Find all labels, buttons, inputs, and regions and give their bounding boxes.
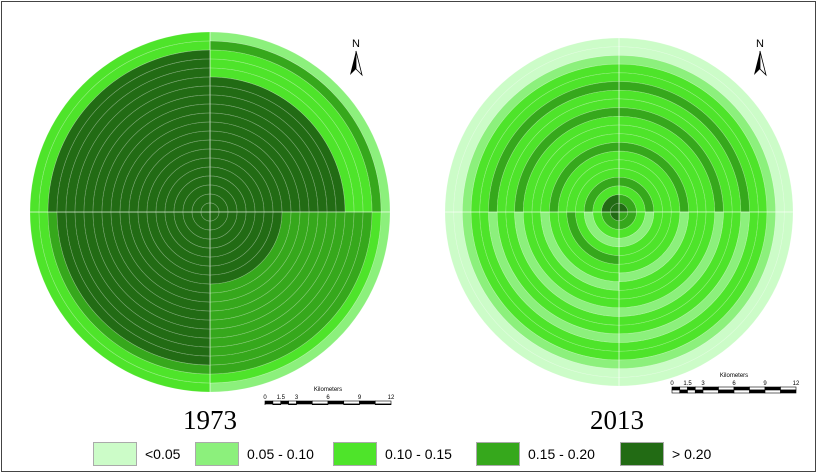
north-label: N — [352, 38, 360, 50]
scale-tick-label: 0 — [670, 381, 674, 387]
legend-label: 0.15 - 0.20 — [528, 446, 595, 462]
map-1973: N Kilometers 0 1.5 3 6 9 12 — [29, 31, 395, 405]
scale-tick-label: 3 — [295, 395, 299, 401]
legend-label: 0.05 - 0.10 — [247, 446, 314, 462]
scale-bar: Kilometers 0 1.5 3 6 9 12 — [670, 373, 800, 394]
scale-tick-label: 12 — [388, 395, 395, 401]
legend-label: > 0.20 — [672, 446, 712, 462]
scale-bar: Kilometers 0 1.5 3 6 9 12 — [263, 387, 395, 405]
scale-tick-label: 9 — [358, 395, 362, 401]
legend-swatch — [195, 442, 239, 466]
scale-tick-label: 1.5 — [277, 395, 286, 401]
scale-unit-label: Kilometers — [720, 373, 748, 379]
scale-unit-label: Kilometers — [314, 387, 342, 393]
scale-tick-label: 1.5 — [683, 381, 692, 387]
legend-label: <0.05 — [145, 446, 181, 462]
scale-tick-label: 0 — [263, 395, 267, 401]
scale-tick-label: 6 — [732, 381, 736, 387]
legend: <0.05 0.05 - 0.10 0.10 - 0.15 0.15 - 0.2… — [0, 440, 819, 470]
legend-swatch — [93, 442, 137, 466]
map-2013: N Kilometers 0 1.5 3 6 9 12 — [444, 37, 800, 394]
scale-tick-label: 9 — [763, 381, 767, 387]
scale-tick-label: 3 — [701, 381, 705, 387]
north-arrow-icon: N — [350, 38, 363, 77]
scale-tick-label: 6 — [326, 395, 330, 401]
legend-swatch — [476, 442, 520, 466]
legend-swatch — [620, 442, 664, 466]
north-label: N — [756, 38, 764, 50]
north-arrow-icon: N — [754, 38, 767, 77]
legend-swatch — [333, 442, 377, 466]
map-title-2013: 2013 — [590, 405, 644, 435]
map-title-1973: 1973 — [183, 405, 237, 435]
legend-label: 0.10 - 0.15 — [385, 446, 452, 462]
scale-tick-label: 12 — [793, 381, 800, 387]
